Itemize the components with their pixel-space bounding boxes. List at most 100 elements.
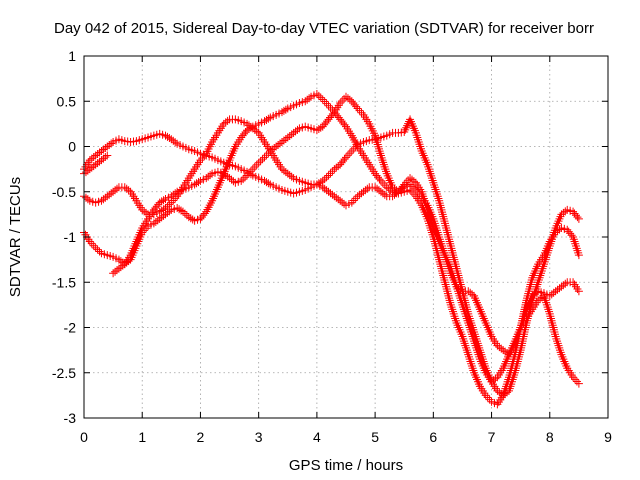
- data-point: [473, 295, 475, 297]
- data-point: [124, 186, 126, 188]
- chart-title: Day 042 of 2015, Sidereal Day-to-day VTE…: [54, 20, 594, 37]
- data-point: [386, 195, 388, 197]
- data-point: [549, 295, 551, 297]
- series-4: [80, 92, 583, 388]
- data-point: [223, 123, 225, 125]
- data-point: [403, 183, 405, 186]
- data-point: [444, 281, 446, 283]
- data-point: [310, 183, 312, 186]
- data-point: [403, 131, 405, 133]
- data-point: [461, 304, 464, 306]
- data-point: [490, 335, 493, 338]
- data-point: [362, 141, 365, 143]
- data-point: [194, 168, 196, 170]
- data-point: [461, 290, 464, 292]
- data-point: [147, 225, 149, 227]
- data-point: [514, 372, 516, 374]
- data-point: [339, 118, 341, 120]
- data-point: [188, 186, 190, 188]
- data-point: [234, 145, 236, 148]
- data-point: [351, 202, 353, 204]
- data-point: [129, 191, 132, 193]
- data-point: [386, 173, 388, 175]
- data-point: [170, 195, 172, 197]
- data-point: [89, 159, 91, 161]
- data-point: [304, 100, 306, 102]
- data-point: [263, 156, 266, 158]
- data-point: [153, 222, 155, 225]
- data-point: [520, 349, 522, 351]
- y-axis-label: SDTVAR / TECUs: [7, 177, 24, 297]
- data-point: [514, 340, 516, 342]
- data-point: [345, 204, 347, 206]
- data-point: [176, 191, 178, 193]
- data-point: [269, 150, 271, 152]
- data-point: [95, 247, 97, 249]
- data-point: [275, 159, 277, 161]
- data-point: [560, 354, 563, 356]
- data-point: [409, 177, 411, 179]
- data-point: [199, 180, 202, 182]
- data-point: [112, 272, 114, 274]
- data-point: [473, 372, 475, 374]
- data-point: [421, 191, 423, 193]
- data-point: [112, 256, 114, 258]
- y-tick-label: -3: [64, 410, 77, 426]
- data-point: [141, 138, 143, 140]
- data-point: [456, 322, 458, 324]
- data-point: [310, 127, 312, 129]
- data-point: [339, 200, 341, 202]
- data-point: [549, 245, 551, 247]
- data-point: [263, 120, 266, 122]
- y-tick-label: -1: [64, 229, 77, 245]
- data-point: [380, 180, 382, 182]
- data-point: [89, 200, 91, 202]
- data-point: [228, 118, 231, 120]
- data-point: [438, 200, 440, 202]
- data-point: [380, 191, 382, 193]
- data-point: [502, 367, 504, 369]
- data-point: [287, 173, 289, 175]
- data-point: [199, 218, 202, 220]
- data-point: [490, 381, 493, 383]
- data-point: [188, 177, 190, 179]
- data-point: [409, 189, 411, 191]
- data-point: [170, 202, 172, 204]
- data-point: [362, 154, 365, 157]
- x-tick-label: 3: [255, 429, 263, 445]
- data-point: [374, 173, 376, 175]
- data-point: [164, 213, 167, 215]
- data-point: [246, 123, 248, 125]
- data-point: [118, 138, 120, 140]
- data-point: [450, 268, 452, 270]
- data-point: [327, 105, 330, 107]
- data-point: [549, 313, 551, 315]
- data-point: [240, 180, 242, 182]
- data-point: [362, 191, 365, 193]
- data-point: [438, 240, 440, 243]
- x-tick-label: 6: [429, 429, 437, 445]
- data-point: [368, 139, 370, 141]
- data-point: [217, 132, 219, 134]
- data-point: [135, 200, 137, 202]
- x-tick-labels: 0 1 2 3 4 5 6 7 8 9: [80, 429, 612, 445]
- series-2: [80, 90, 583, 409]
- data-point: [496, 345, 498, 347]
- data-point: [159, 218, 161, 220]
- data-point: [223, 173, 225, 175]
- data-point: [368, 123, 370, 125]
- data-point: [333, 195, 335, 197]
- data-point: [415, 132, 417, 134]
- data-point: [351, 150, 353, 152]
- data-point: [234, 182, 236, 184]
- data-point: [217, 159, 219, 161]
- data-point: [164, 198, 167, 200]
- data-point: [508, 390, 510, 392]
- data-point: [246, 174, 248, 177]
- x-tick-label: 8: [546, 429, 554, 445]
- data-point: [217, 171, 219, 173]
- data-point: [386, 135, 388, 137]
- data-point: [194, 150, 196, 152]
- data-point: [339, 102, 341, 104]
